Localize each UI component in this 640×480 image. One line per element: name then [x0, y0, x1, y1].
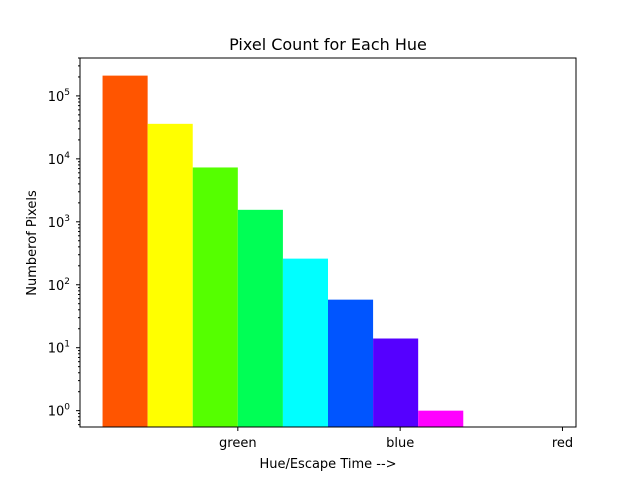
y-tick-base: 10: [48, 90, 65, 105]
y-tick-exponent: 4: [64, 151, 70, 161]
y-tick-label: 102: [48, 277, 70, 294]
x-axis-label: Hue/Escape Time -->: [259, 457, 396, 472]
y-tick-exponent: 3: [64, 214, 70, 224]
y-tick-base: 10: [48, 405, 65, 420]
y-tick-label: 105: [48, 88, 70, 105]
y-tick-label: 101: [48, 340, 70, 357]
y-tick-base: 10: [48, 279, 65, 294]
x-tick-label-blue: blue: [386, 436, 414, 451]
y-tick-base: 10: [48, 342, 65, 357]
x-tick-label-red: red: [552, 436, 573, 451]
bar-1: [102, 75, 148, 428]
y-tick-exponent: 2: [64, 277, 70, 287]
y-tick-exponent: 0: [64, 403, 70, 413]
y-tick-base: 10: [48, 216, 65, 231]
y-tick-exponent: 1: [64, 340, 70, 350]
plot-frame: [79, 57, 577, 428]
bars-group: [102, 75, 464, 428]
y-tick-base: 10: [48, 153, 65, 168]
y-axis-label: Numberof Pixels: [25, 190, 40, 296]
bar-2: [147, 123, 193, 427]
bar-7: [373, 338, 419, 427]
bar-8: [418, 410, 464, 427]
bar-3: [192, 167, 238, 427]
chart-title: Pixel Count for Each Hue: [229, 35, 427, 54]
bar-6: [328, 299, 374, 427]
x-axis: green blue red: [219, 427, 573, 451]
y-tick-exponent: 5: [64, 88, 70, 98]
bar-5: [282, 258, 328, 427]
y-tick-label: 100: [48, 403, 71, 420]
y-tick-label: 104: [48, 151, 71, 168]
x-tick-label-green: green: [219, 436, 257, 451]
bar-4: [237, 209, 283, 427]
y-tick-label: 103: [48, 214, 70, 231]
